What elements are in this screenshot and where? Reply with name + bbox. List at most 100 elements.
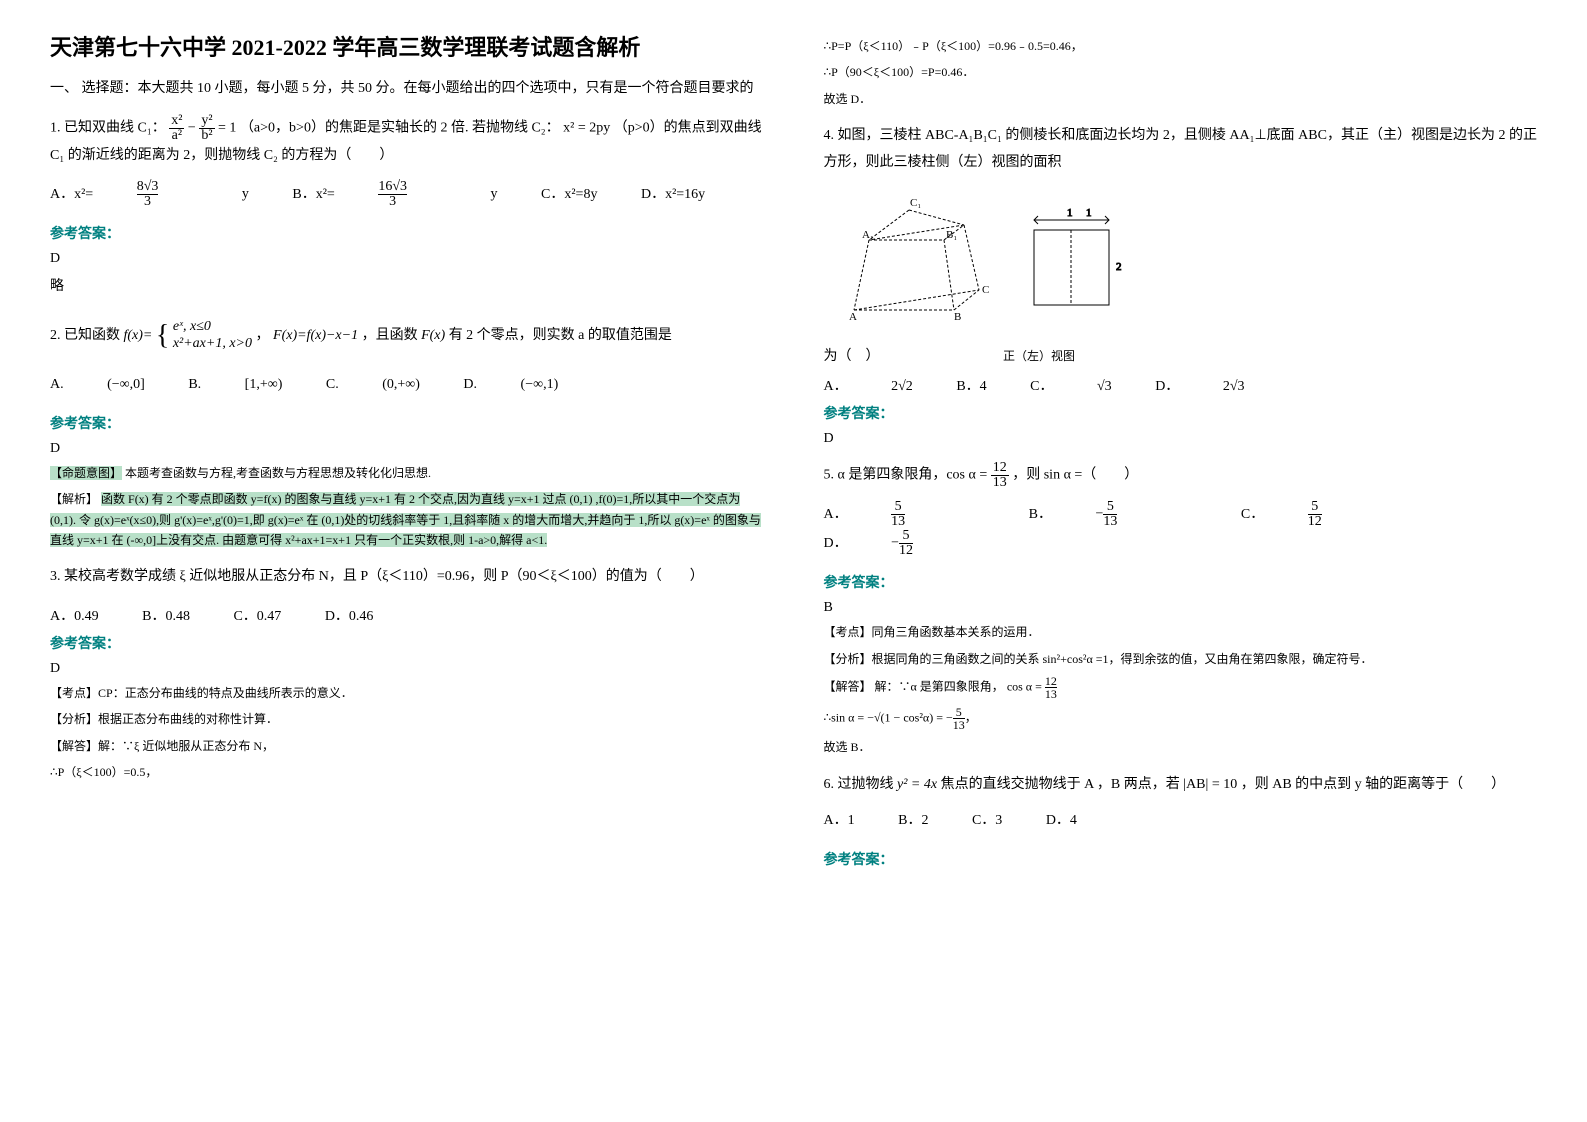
q1-stem-mid: （a>0，b>0）的焦距是实轴长的 2 倍. 若抛物线 C₂： — [240, 121, 560, 136]
q2-opt-a: A. (−∞,0] — [50, 372, 145, 399]
q4-opt-c-label: C． — [1030, 375, 1053, 395]
q5-opt-b: B． −513 — [1029, 500, 1198, 529]
question-6: 6. 过抛物线 y² = 4x 焦点的直线交抛物线于 A ，B 两点，若 |AB… — [824, 772, 1538, 835]
q2-piecewise: f(x)= — [124, 328, 153, 343]
q2-opt-a-label: A. — [50, 372, 64, 399]
svg-text:B: B — [954, 311, 961, 323]
q4-opt-d-label: D． — [1155, 375, 1179, 395]
question-3: 3. 某校高考数学成绩 ξ 近似地服从正态分布 N，且 P（ξ＜110）=0.9… — [50, 564, 764, 591]
q1-opt-d: D．x²=16y — [641, 182, 705, 209]
q4-caption: 正（左）视图 — [1003, 349, 1075, 363]
svg-text:2: 2 — [1116, 261, 1122, 273]
q2-jiexi-label: 【解析】 — [50, 492, 98, 506]
q1-brief: 略 — [50, 275, 764, 295]
q2-opt-d: D. (−∞,1) — [463, 372, 558, 399]
q5-opt-d-label: D． — [824, 531, 848, 558]
q3-opt-a: A．0.49 — [50, 605, 99, 625]
q5-fx-label: 【分析】 — [824, 652, 872, 666]
q5-opt-a-label: A． — [824, 502, 848, 529]
q2-stem-end: 有 2 个零点，则实数 a 的取值范围是 — [449, 328, 672, 343]
q4-ans: D — [824, 431, 1538, 447]
q3-ans-label: 参考答案： — [50, 633, 764, 653]
q1-ans-label: 参考答案： — [50, 223, 764, 243]
q2-jiexi: 函数 F(x) 有 2 个零点即函数 y=f(x) 的图象与直线 y=x+1 有… — [50, 492, 761, 547]
q2-ans: D — [50, 441, 764, 457]
q3-kd-label: 【考点】 — [50, 686, 98, 700]
q5-jd1-pre: 解：∵α 是第四象限角， — [875, 679, 1004, 693]
q5-ans-label: 参考答案： — [824, 572, 1538, 592]
q2-opt-c-label: C. — [326, 372, 339, 399]
q1-opt-b: B．x²= 16√3 3 y — [292, 180, 497, 209]
q6-opt-a: A．1 — [824, 808, 855, 835]
q3-jd1: 解：∵ξ 近似地服从正态分布 N， — [98, 739, 274, 753]
q1-opt-c: C．x²=8y — [541, 182, 597, 209]
q5-kd: 同角三角函数基本关系的运用． — [872, 625, 1040, 639]
q3-opt-b: B．0.48 — [142, 605, 190, 625]
q5-stem-pre: 5. α 是第四象限角，cos α = — [824, 468, 988, 483]
q6-stem-pre: 6. 过抛物线 — [824, 777, 894, 792]
q2-opt-c: C. (0,+∞) — [326, 372, 420, 399]
q4-opt-d: D． 2√3 — [1155, 375, 1244, 395]
q1-opt-a-label: A．x²= — [50, 182, 93, 209]
question-5: 5. α 是第四象限角，cos α = 12 13 ，则 sin α =（ ） … — [824, 461, 1538, 558]
svg-text:B₁: B₁ — [946, 229, 957, 241]
q5-jd2: ∴sin α = — [824, 710, 865, 724]
q3-jd5: 故选 D． — [824, 89, 1538, 109]
q1-frac1: x² a² — [169, 114, 184, 143]
svg-text:A: A — [849, 311, 857, 323]
q2-opt-d-label: D. — [463, 372, 477, 399]
q4-opt-b: B．4 — [956, 375, 986, 395]
q3-jd3: ∴P=P（ξ＜110）﹣P（ξ＜100）=0.96﹣0.5=0.46， — [824, 36, 1538, 56]
svg-text:1: 1 — [1067, 207, 1073, 219]
q6-stem-post: ，则 AB 的中点到 y 轴的距离等于（ ） — [1241, 777, 1505, 792]
q3-fx-label: 【分析】 — [50, 712, 98, 726]
q5-stem-post: ，则 sin α =（ ） — [1012, 468, 1138, 483]
q3-ans: D — [50, 661, 764, 677]
q4-opt-a-label: A． — [824, 375, 848, 395]
q2-ans-label: 参考答案： — [50, 413, 764, 433]
q6-stem-mid: 焦点的直线交抛物线于 A ，B 两点，若 — [941, 777, 1180, 792]
q2-stem-pre: 2. 已知函数 — [50, 328, 120, 343]
q4-ans-label: 参考答案： — [824, 403, 1538, 423]
q4-tail: 为（ ） — [824, 349, 880, 364]
q4-opt-a: A． 2√2 — [824, 375, 913, 395]
question-1: 1. 已知双曲线 C₁： x² a² − y² b² = 1 （a>0，b>0）… — [50, 114, 764, 209]
q5-ans: B — [824, 600, 1538, 616]
q3-kd: CP：正态分布曲线的特点及曲线所表示的意义． — [98, 686, 353, 700]
q5-opt-c: C． 512 — [1241, 500, 1402, 529]
q2-intent: 本题考查函数与方程,考查函数与方程思想及转化化归思想. — [125, 466, 431, 480]
q4-diagram: A B C A₁ B₁ C₁ 1 1 2 — [824, 190, 1538, 335]
q5-jd-label: 【解答】 — [824, 679, 872, 693]
svg-text:C: C — [982, 284, 989, 296]
q6-opt-d: D．4 — [1046, 808, 1077, 835]
q5-opt-c-label: C． — [1241, 502, 1264, 529]
q3-opt-d: D．0.46 — [325, 605, 374, 625]
q6-opt-c: C．3 — [972, 808, 1002, 835]
q6-opt-b: B．2 — [898, 808, 928, 835]
q1-opt-b-label: B．x²= — [292, 182, 334, 209]
q5-fx: 根据同角的三角函数之间的关系 sin²+cos²α =1，得到余弦的值，又由角在… — [872, 652, 1373, 666]
q2-intent-label: 【命题意图】 — [50, 466, 122, 480]
q3-jd2: ∴P（ξ＜100）=0.5， — [50, 762, 764, 782]
svg-text:C₁: C₁ — [910, 197, 921, 209]
q1-opt-a: A．x²= 8√3 3 y — [50, 180, 249, 209]
q2-stem-post: ，且函数 — [362, 328, 418, 343]
q6-ans-label: 参考答案： — [824, 849, 1538, 869]
q3-jd4: ∴P（90＜ξ＜100）=P=0.46． — [824, 62, 1538, 82]
q2-opt-b: B. [1,+∞) — [188, 372, 282, 399]
q1-ans: D — [50, 251, 764, 267]
q3-opt-c: C．0.47 — [233, 605, 281, 625]
question-4: 4. 如图，三棱柱 ABC-A₁B₁C₁ 的侧棱长和底面边长均为 2，且侧棱 A… — [824, 123, 1538, 176]
q2-stem-mid: ， — [256, 328, 270, 343]
q5-kd-label: 【考点】 — [824, 625, 872, 639]
page-title: 天津第七十六中学 2021-2022 学年高三数学理联考试题含解析 — [50, 30, 764, 62]
q4-opt-c: C． √3 — [1030, 375, 1112, 395]
svg-text:A₁: A₁ — [862, 229, 874, 241]
q5-opt-b-label: B． — [1029, 502, 1052, 529]
section-head: 一、 选择题：本大题共 10 小题，每小题 5 分，共 50 分。在每小题给出的… — [50, 78, 764, 100]
q5-jd3: 故选 B． — [824, 737, 1538, 757]
q3-fx: 根据正态分布曲线的对称性计算． — [98, 712, 278, 726]
question-2: 2. 已知函数 f(x)= { eˣ, x≤0 x²+ax+1, x>0 ， F… — [50, 309, 764, 399]
q1-stem-pre: 1. 已知双曲线 C₁： — [50, 121, 166, 136]
q3-jd-label: 【解答】 — [50, 739, 98, 753]
